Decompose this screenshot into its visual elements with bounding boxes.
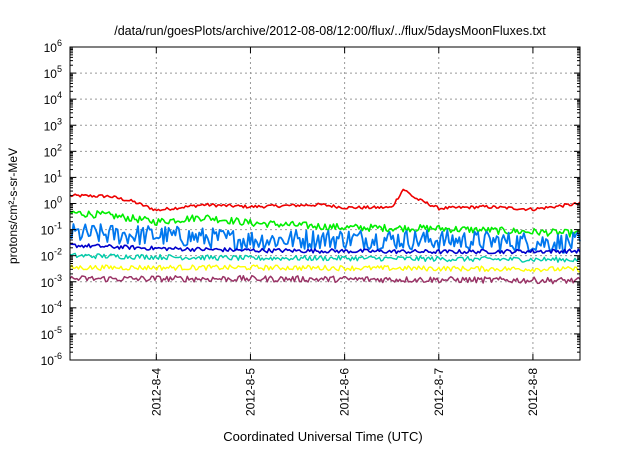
x-tick-label: 2012-8-8 — [526, 368, 540, 416]
series-line-7 — [69, 274, 581, 285]
y-tick-label: 104 — [44, 90, 62, 107]
chart-title: /data/run/goesPlots/archive/2012-08-08/1… — [114, 24, 546, 38]
series-line-5 — [69, 252, 581, 263]
y-tick-label: 10-3 — [41, 273, 62, 290]
x-tick-label: 2012-8-6 — [338, 368, 352, 416]
axes: 10-6 10-5 10-4 10-3 10-2 10-1 100 101 102 103 104 1… — [41, 38, 581, 416]
x-tick-label: 2012-8-5 — [243, 368, 257, 416]
y-tick-label: 103 — [44, 116, 62, 133]
y-tick-label: 10-6 — [41, 351, 62, 368]
y-tick-label: 105 — [44, 64, 62, 81]
series-line-2 — [69, 210, 581, 238]
y-tick-label: 10-4 — [41, 299, 62, 316]
y-tick-label: 10-5 — [41, 325, 62, 342]
y-tick-label: 10-2 — [41, 247, 62, 264]
x-tick-label: 2012-8-7 — [432, 368, 446, 416]
x-axis-label: Coordinated Universal Time (UTC) — [223, 429, 422, 444]
series-line-3 — [69, 223, 581, 254]
series-line-6 — [69, 264, 581, 273]
y-tick-label: 106 — [44, 38, 62, 55]
y-tick-label: 100 — [44, 195, 62, 212]
y-axis-label: protons/cm²-s-sr-MeV — [6, 148, 20, 264]
series-line-1 — [69, 188, 581, 212]
series-layer — [69, 188, 581, 285]
y-tick-label: 102 — [44, 142, 62, 159]
series-line-4 — [69, 242, 581, 255]
x-tick-label: 2012-8-4 — [149, 368, 163, 416]
y-tick-label: 10-1 — [41, 221, 62, 238]
y-tick-label: 101 — [44, 168, 62, 185]
plot-frame — [69, 46, 581, 361]
